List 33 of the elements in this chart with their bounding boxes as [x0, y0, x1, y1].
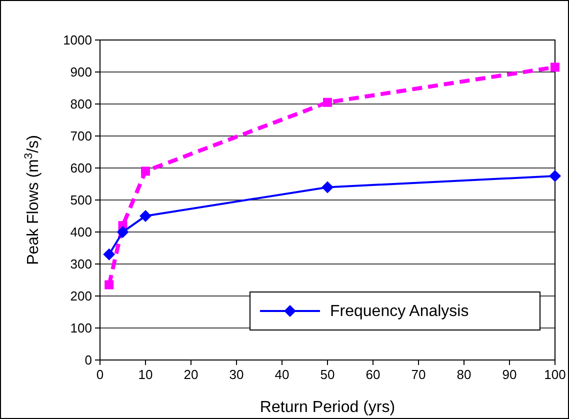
x-tick-label: 80 — [456, 367, 472, 382]
point — [550, 62, 560, 72]
point — [103, 248, 116, 260]
y-tick-label: 600 — [70, 160, 92, 176]
legend-label: Frequency Analysis — [330, 303, 469, 320]
y-tick-label: 100 — [70, 320, 92, 336]
y-tick-label: 500 — [70, 192, 92, 208]
x-tick-label: 70 — [411, 367, 426, 382]
x-tick-label: 40 — [274, 367, 290, 382]
x-tick-label: 50 — [320, 367, 335, 382]
y-tick-label: 400 — [70, 224, 92, 240]
x-tick-label: 20 — [184, 367, 198, 382]
x-axis-title: Return Period (yrs) — [260, 399, 396, 416]
x-tick-label: 90 — [502, 367, 517, 382]
point — [104, 280, 114, 290]
point — [322, 181, 334, 194]
y-tick-label: 300 — [70, 256, 92, 272]
x-tick-label: 60 — [366, 367, 380, 382]
point — [140, 210, 152, 222]
y-tick-label: 800 — [70, 96, 92, 112]
x-tick-label: 100 — [544, 367, 566, 382]
y-tick-label: 0 — [84, 352, 92, 368]
y-tick-label: 1000 — [63, 32, 92, 48]
x-tick-label: 0 — [96, 367, 104, 382]
point — [116, 226, 129, 238]
y-tick-label: 200 — [70, 288, 92, 304]
y-tick-label: 900 — [70, 64, 92, 80]
x-tick-label: 30 — [229, 367, 244, 382]
y-tick-label: 700 — [70, 128, 92, 144]
point — [141, 166, 150, 176]
x-tick-label: 10 — [138, 367, 153, 382]
point — [549, 170, 561, 182]
point — [323, 98, 332, 107]
